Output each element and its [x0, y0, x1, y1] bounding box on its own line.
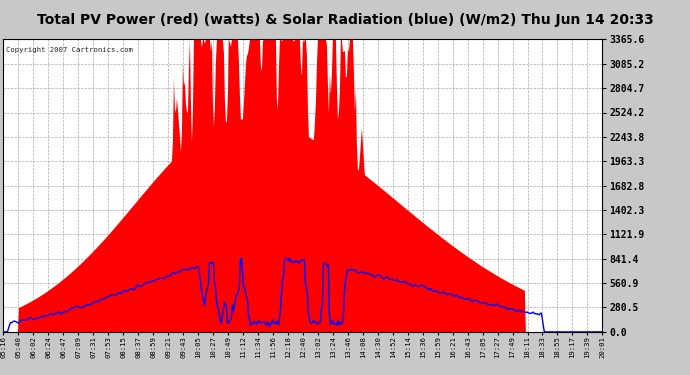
Text: Copyright 2007 Cartronics.com: Copyright 2007 Cartronics.com: [6, 47, 133, 53]
Text: Total PV Power (red) (watts) & Solar Radiation (blue) (W/m2) Thu Jun 14 20:33: Total PV Power (red) (watts) & Solar Rad…: [37, 13, 653, 27]
